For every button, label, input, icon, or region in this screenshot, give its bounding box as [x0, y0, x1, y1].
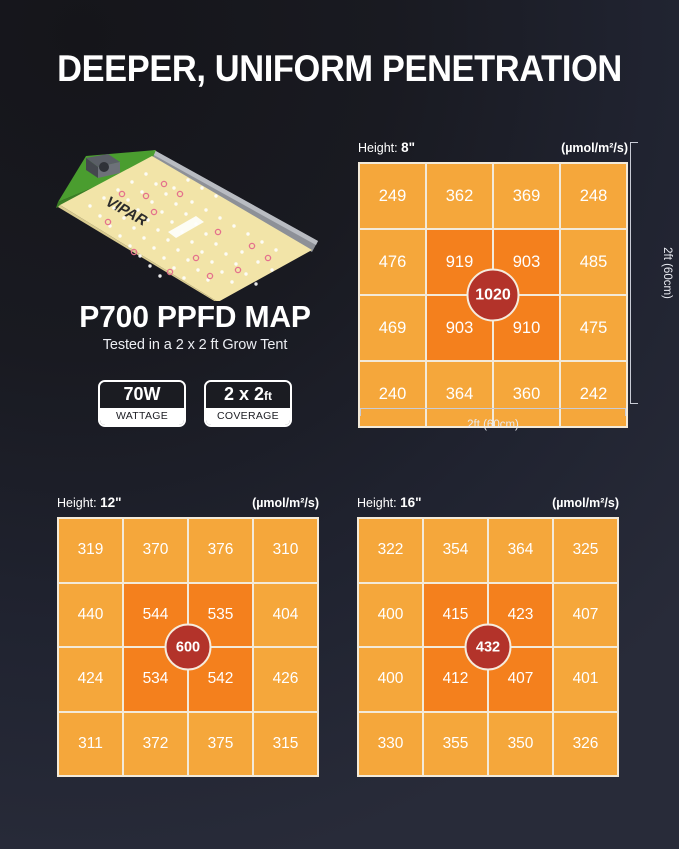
ppfd-cell: 407 — [554, 583, 617, 646]
ppfd-map-subtitle: Tested in a 2 x 2 ft Grow Tent — [102, 337, 288, 353]
ppfd-cell: 310 — [254, 519, 317, 582]
ppfd-cell: 400 — [359, 648, 422, 711]
ppfd-cell: 400 — [359, 583, 422, 646]
ppfd-cell: 360 — [494, 362, 559, 426]
ppfd-cell: 426 — [254, 648, 317, 711]
coverage-unit: ft — [264, 389, 273, 403]
ppfd-panel-16in: Height: 16" (µmol/m²/s) 322 354 364 325 400 4… — [357, 495, 619, 777]
ppfd-cell: 311 — [59, 712, 122, 775]
ppfd-cell: 376 — [189, 519, 252, 582]
ppfd-cell: 330 — [359, 712, 422, 775]
ppfd-cell: 475 — [561, 296, 626, 360]
ppfd-cell: 401 — [554, 648, 617, 711]
ppfd-cell: 325 — [554, 519, 617, 582]
ppfd-cell: 355 — [424, 712, 487, 775]
height-value-12in: 12" — [100, 495, 122, 510]
ppfd-cell: 469 — [360, 296, 425, 360]
height-label-8in: Height: 8" — [358, 140, 415, 155]
ppfd-grid-wrap-12in: 319 370 376 310 440 544 535 404 424 534 542 426 311 3… — [57, 517, 319, 777]
ppfd-cell: 372 — [124, 712, 187, 775]
ppfd-cell: 375 — [189, 712, 252, 775]
height-rule — [630, 142, 638, 404]
center-ppfd-badge-12in: 600 — [164, 623, 212, 671]
ppfd-cell: 249 — [360, 164, 425, 228]
ppfd-grid-wrap-8in: 249 362 369 248 476 919 903 485 469 903 910 475 240 3… — [358, 162, 628, 428]
product-image: VIPAR — [46, 136, 346, 301]
led-grow-light-panel-icon: VIPAR — [56, 150, 318, 301]
panel-header-12in: Height: 12" (µmol/m²/s) — [57, 495, 319, 510]
wattage-label: WATTAGE — [100, 407, 184, 425]
units-label-12in: (µmol/m²/s) — [252, 496, 319, 510]
ppfd-cell: 364 — [489, 519, 552, 582]
ppfd-cell: 326 — [554, 712, 617, 775]
height-text-12in: Height: — [57, 496, 97, 510]
ppfd-cell: 534 — [124, 648, 187, 711]
ppfd-cell: 404 — [254, 583, 317, 646]
ppfd-cell: 248 — [561, 164, 626, 228]
ppfd-grid-wrap-16in: 322 354 364 325 400 415 423 407 400 412 407 401 330 3… — [357, 517, 619, 777]
center-ppfd-badge-16in: 432 — [464, 623, 512, 671]
ppfd-grid-12in: 319 370 376 310 440 544 535 404 424 534 542 426 311 3… — [57, 517, 319, 777]
height-text-16in: Height: — [357, 496, 397, 510]
height-text-8in: Height: — [358, 141, 398, 155]
units-label-16in: (µmol/m²/s) — [552, 496, 619, 510]
ppfd-cell: 315 — [254, 712, 317, 775]
ppfd-cell: 424 — [59, 648, 122, 711]
ppfd-cell: 364 — [427, 362, 492, 426]
ppfd-cell: 910 — [494, 296, 559, 360]
ppfd-map-title: P700 PPFD MAP — [79, 299, 311, 334]
page-title: DEEPER, UNIFORM PENETRATION — [57, 48, 622, 89]
units-label-8in: (µmol/m²/s) — [561, 141, 628, 155]
ppfd-cell: 319 — [59, 519, 122, 582]
coverage-badge: 2 x 2ft COVERAGE — [204, 380, 292, 427]
width-dimension-label: 2ft (60cm) — [467, 419, 519, 431]
ppfd-cell: 354 — [424, 519, 487, 582]
coverage-label: COVERAGE — [206, 407, 290, 425]
ppfd-cell: 322 — [359, 519, 422, 582]
height-dimension-label: 2ft (60cm) — [660, 247, 673, 299]
height-value-16in: 16" — [400, 495, 422, 510]
coverage-number: 2 x 2 — [223, 384, 265, 404]
ppfd-panel-8in: Height: 8" (µmol/m²/s) 249 362 369 248 476 91… — [358, 140, 628, 428]
wattage-value: 70W — [100, 382, 184, 408]
panel-header-16in: Height: 16" (µmol/m²/s) — [357, 495, 619, 510]
ppfd-cell: 369 — [494, 164, 559, 228]
ppfd-grid-8in: 249 362 369 248 476 919 903 485 469 903 910 475 240 3… — [358, 162, 628, 428]
center-ppfd-badge-8in: 1020 — [466, 268, 520, 322]
width-dimension: 2ft (60cm) — [358, 408, 628, 431]
ppfd-cell: 242 — [561, 362, 626, 426]
ppfd-cell: 485 — [561, 230, 626, 294]
ppfd-cell: 350 — [489, 712, 552, 775]
width-rule — [360, 408, 626, 416]
coverage-value: 2 x 2ft — [206, 382, 290, 408]
ppfd-cell: 440 — [59, 583, 122, 646]
ppfd-cell: 476 — [360, 230, 425, 294]
height-label-12in: Height: 12" — [57, 495, 122, 510]
height-value-8in: 8" — [401, 140, 416, 155]
height-label-16in: Height: 16" — [357, 495, 422, 510]
ppfd-cell: 362 — [427, 164, 492, 228]
wattage-badge: 70W WATTAGE — [98, 380, 186, 427]
ppfd-cell: 370 — [124, 519, 187, 582]
ppfd-cell: 240 — [360, 362, 425, 426]
panel-header-8in: Height: 8" (µmol/m²/s) — [358, 140, 628, 155]
height-dimension: 2ft (60cm) — [630, 140, 673, 406]
spec-badges: 70W WATTAGE 2 x 2ft COVERAGE — [0, 380, 390, 427]
ppfd-panel-12in: Height: 12" (µmol/m²/s) 319 370 376 310 440 5… — [57, 495, 319, 777]
